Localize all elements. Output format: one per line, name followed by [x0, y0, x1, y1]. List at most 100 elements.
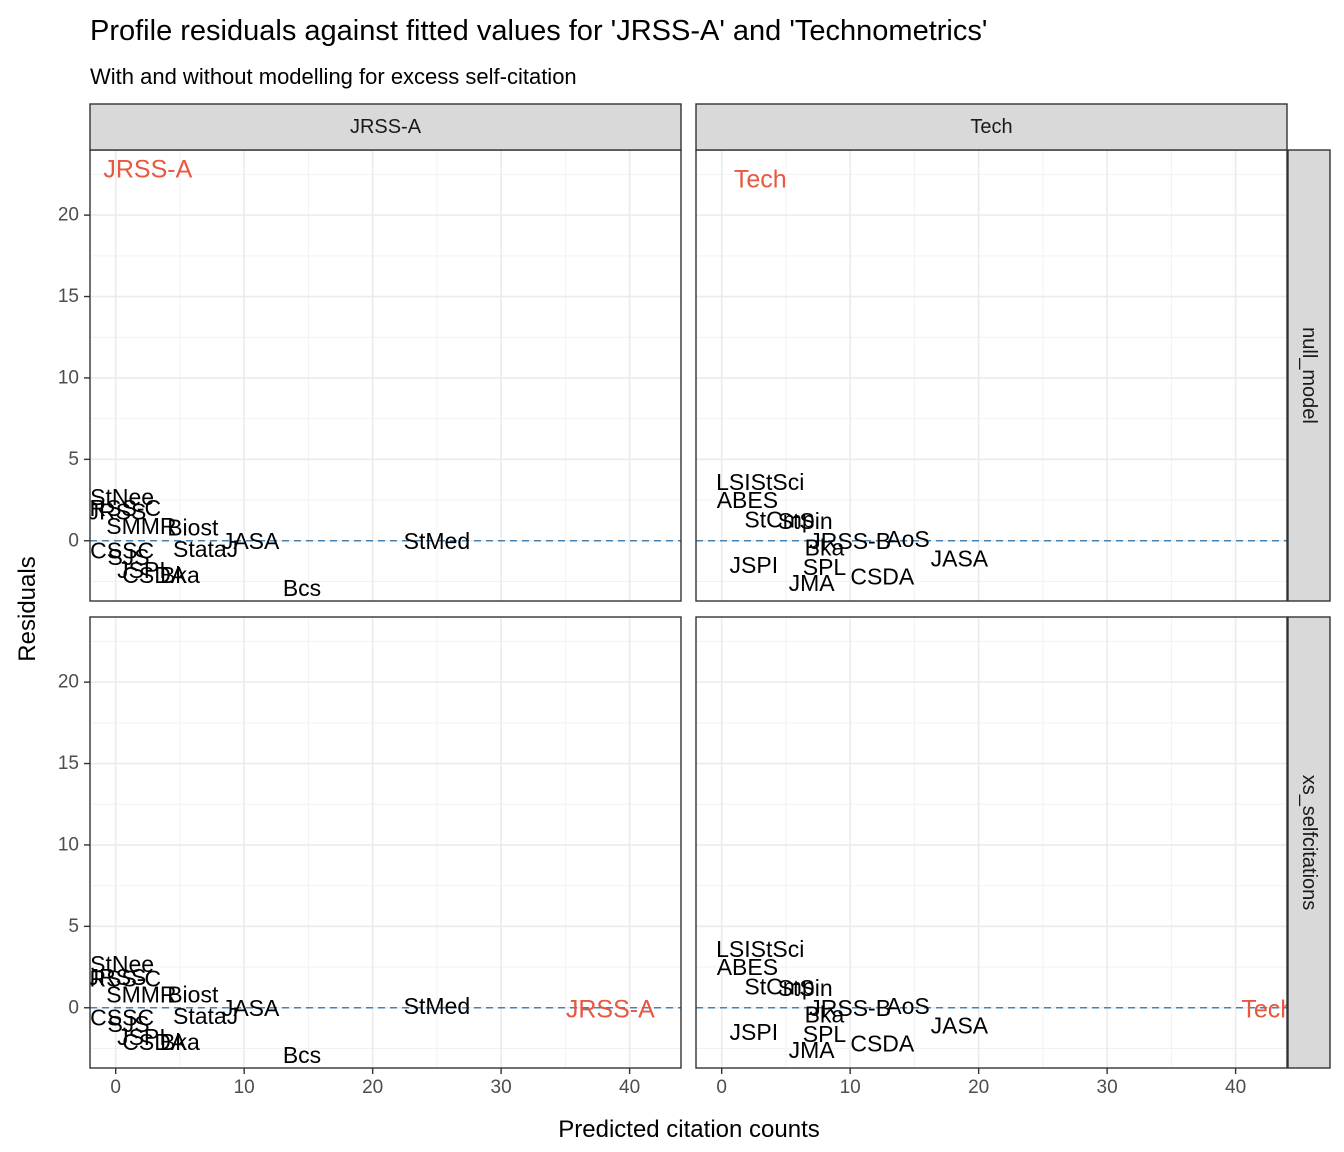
chart-subtitle: With and without modelling for excess se… [90, 64, 577, 89]
panel-border [89, 616, 682, 1069]
point-label-aos: AoS [886, 993, 929, 1019]
strip-background [1287, 616, 1331, 1069]
highlight-label-jrss-a: JRSS-A [566, 995, 655, 1023]
point-label-csda: CSDA [850, 564, 915, 590]
strip-xs-selfcitations: xs_selfcitations [1287, 616, 1331, 1069]
point-label-stnee: StNee [90, 951, 154, 977]
x-tick-label: 40 [1225, 1077, 1246, 1098]
point-label-jma: JMA [789, 570, 836, 596]
x-tick-label: 20 [362, 1077, 383, 1098]
point-label-jrss-c: JRSS-C [78, 495, 161, 521]
point-label-jrss: JRSS [88, 498, 147, 524]
y-tick-label: 15 [58, 753, 79, 774]
point-label-jrss-b: JRSS-B [809, 995, 891, 1021]
point-label-stataj: StataJ [173, 1003, 238, 1029]
strip-background [89, 103, 682, 151]
point-label-csda: CSDA [122, 562, 187, 588]
point-label-stsin: StSin [778, 508, 833, 534]
axes-layer: 0 5 10 15 20 0 5 10 15 20 0 10 20 30 40 0 10 20 30 40 [58, 205, 1246, 1098]
chart-title: Profile residuals against fitted values … [90, 15, 987, 47]
strip-background [695, 103, 1288, 151]
point-label-jspi: JSPI [117, 557, 166, 583]
point-label-biost: Biost [167, 515, 219, 541]
point-label-smmr: SMMR [106, 982, 176, 1008]
strip-label: xs_selfcitations [1298, 775, 1320, 911]
panel-background [696, 617, 1287, 1068]
strip-null-model: null_model [1287, 149, 1331, 602]
strip-label: JRSS-A [350, 116, 422, 138]
point-label-jrss-c: JRSS-C [78, 965, 161, 991]
point-label-sjs: SJS [107, 1011, 149, 1037]
point-label-bka: Bka [805, 1001, 845, 1027]
panel-background [696, 150, 1287, 601]
point-label-jasa: JASA [222, 528, 280, 554]
x-tick-label: 30 [1097, 1077, 1118, 1098]
point-label-stcmp: StCmp [744, 974, 814, 1000]
point-label-smmr: SMMR [106, 513, 176, 539]
x-tick-label: 0 [716, 1077, 727, 1098]
point-label-jma: JMA [789, 1037, 836, 1063]
strip-jrss-a: JRSS-A [89, 103, 682, 151]
point-label-aos: AoS [886, 526, 929, 552]
y-tick-label: 10 [58, 367, 79, 388]
panel-background [90, 617, 681, 1068]
highlight-label-tech: Tech [734, 165, 787, 193]
point-label-bka: Bka [805, 534, 845, 560]
point-label-spl: SPL [803, 1021, 847, 1047]
x-tick-label: 10 [234, 1077, 255, 1098]
point-label-jrss-b: JRSS-B [809, 528, 891, 554]
strips-layer: JRSS-A Tech null_model xs_selfcitations [89, 103, 1331, 1069]
point-label-stmed: StMed [404, 993, 470, 1019]
y-axis-title: Residuals [14, 556, 41, 661]
strip-background [1287, 149, 1331, 602]
x-axis-title: Predicted citation counts [558, 1116, 819, 1143]
y-tick-label: 20 [58, 205, 79, 226]
point-label-spl: SPL [803, 554, 847, 580]
point-label-jasa: JASA [931, 546, 989, 572]
point-label-sjs: SJS [107, 544, 149, 570]
x-tick-label: 0 [110, 1077, 121, 1098]
point-label-stsin: StSin [778, 975, 833, 1001]
point-label-biost: Biost [167, 982, 219, 1008]
point-label-csda: CSDA [850, 1031, 915, 1057]
point-label-jrss: JRSS [88, 964, 147, 990]
strip-label: null_model [1298, 327, 1320, 424]
panel-border [695, 616, 1288, 1069]
point-label-stmed: StMed [404, 528, 470, 554]
y-tick-label: 15 [58, 286, 79, 307]
point-label-bcs: Bcs [283, 575, 321, 601]
panels-layer: StNeeJRSS-CJRSSSMMRBiostJASAStataJCSSCSJ… [78, 149, 1294, 1069]
x-tick-label: 20 [968, 1077, 989, 1098]
point-label-abes: ABES [717, 954, 778, 980]
x-tick-label: 30 [491, 1077, 512, 1098]
point-label-lsistsci: LSIStSci [716, 936, 804, 962]
strip-label: Tech [970, 116, 1012, 138]
point-label-lsistsci: LSIStSci [716, 469, 804, 495]
point-label-bcs: Bcs [283, 1042, 321, 1068]
point-label-jasa: JASA [931, 1013, 989, 1039]
point-label-abes: ABES [717, 487, 778, 513]
x-tick-label: 10 [840, 1077, 861, 1098]
point-label-csda: CSDA [122, 1029, 187, 1055]
point-label-cssc: CSSC [90, 1005, 154, 1031]
point-label-stnee: StNee [90, 484, 154, 510]
y-tick-label: 20 [58, 672, 79, 693]
y-tick-label: 5 [68, 449, 79, 470]
point-label-jspi: JSPI [117, 1024, 166, 1050]
point-label-stcmp: StCmp [744, 507, 814, 533]
panel-background [90, 150, 681, 601]
y-tick-label: 5 [68, 916, 79, 937]
y-tick-label: 0 [68, 530, 79, 551]
highlight-label-tech: Tech [1241, 995, 1294, 1023]
highlight-label-jrss-a: JRSS-A [103, 156, 192, 184]
point-label-stataj: StataJ [173, 536, 238, 562]
point-label-bka: Bka [160, 1029, 200, 1055]
point-label-jspi: JSPI [730, 1019, 779, 1045]
